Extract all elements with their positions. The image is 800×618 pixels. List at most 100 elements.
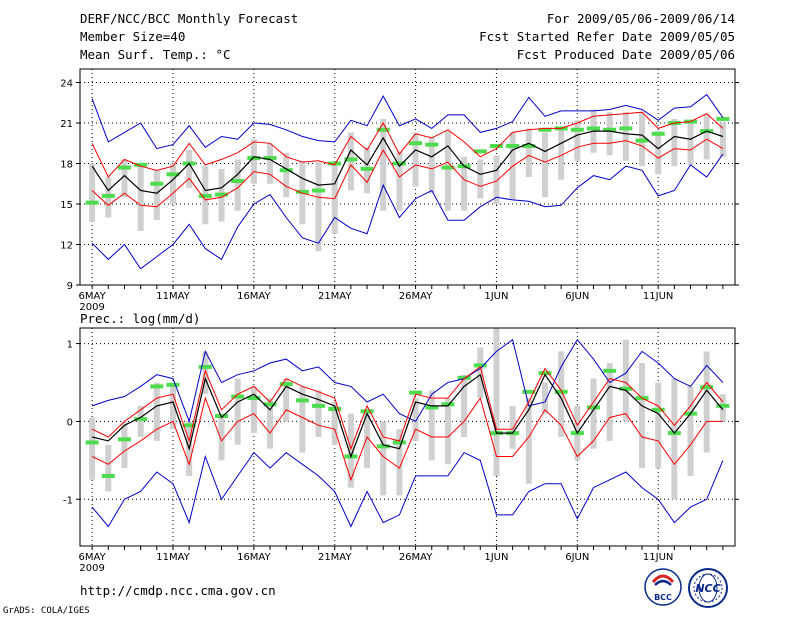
ensemble-box [444,131,451,211]
ensemble-box [153,170,160,221]
median-mark [344,157,358,162]
median-mark [409,390,423,395]
x-year-label: 2009 [79,563,104,574]
median-mark [117,437,131,442]
median-mark [473,363,487,368]
x-tick-label: 6JUN [565,552,589,563]
y-axis: 9 12 15 18 21 24 [60,79,739,292]
x-tick-label: 26MAY [399,291,433,302]
y-tick-label: 18 [60,160,73,171]
median-mark [619,126,633,131]
ensemble-box [444,398,451,465]
median-mark [279,168,293,173]
ensemble-box [703,113,710,160]
median-mark [425,142,439,147]
median-mark [150,384,164,389]
ensemble-box [493,328,500,476]
median-mark [295,398,309,403]
ensemble-box [428,136,435,194]
ensemble-box [655,131,662,175]
ensemble-box [428,390,435,461]
median-mark [473,149,487,154]
median-mark [570,127,584,132]
median-mark [328,406,342,411]
ensemble-box [525,398,532,484]
median-mark [215,192,229,197]
median-mark [522,143,536,148]
median-mark [295,189,309,194]
median-mark [586,126,600,131]
ensemble-box [347,413,354,488]
chart-title: DERF/NCC/BCC Monthly Forecast [80,11,299,26]
variable-label: Mean Surf. Temp.: °C [80,47,231,62]
x-tick-label: 21MAY [318,552,352,563]
lower-spread-line [91,138,724,208]
ensemble-box [477,159,484,199]
ensemble-box [137,405,144,437]
median-mark [619,386,633,391]
median-mark [376,444,390,449]
ensemble-box [299,386,306,453]
median-mark [166,172,180,177]
x-tick-label: 21MAY [318,291,352,302]
median-mark [85,200,99,205]
median-mark [117,165,131,170]
ensemble-box [396,429,403,496]
ensemble-box [331,401,338,445]
median-mark [263,402,277,407]
median-mark [182,423,196,428]
source-url[interactable]: http://cmdp.ncc.cma.gov.cn [80,583,276,598]
median-mark [392,440,406,445]
ensemble-box [687,123,694,165]
median-mark [101,473,115,478]
ensemble-box [218,413,225,461]
ensemble-box [364,409,371,469]
forecast-period: For 2009/05/06-2009/06/14 [546,11,735,26]
median-mark [134,162,148,167]
forecast-started-date: Fcst Started Refer Date 2009/05/05 [479,29,735,44]
x-axis: 6MAY 11MAY 16MAY 21MAY 26MAY 1JUN 6JUN 11JUN 200… [79,546,724,574]
median-mark [279,382,293,387]
ensemble-box [590,378,597,449]
upper-spread-line [91,111,724,178]
x-axis: 6MAY 11MAY 16MAY 21MAY 26MAY 1JUN 6JUN 11JUN 200… [79,285,724,310]
max-line [91,93,724,150]
median-mark [231,394,245,399]
y-tick-label: -1 [63,495,73,506]
median-mark [409,141,423,146]
spread-boxes [89,328,726,500]
median-mark [603,127,617,132]
y-tick-label: 15 [60,200,73,211]
median-mark [441,402,455,407]
plot-frame [79,68,736,286]
median-mark [312,403,326,408]
ensemble-box [703,351,710,453]
median-mark [328,161,342,166]
ncc-logo-text: NCC [695,582,720,595]
median-mark [392,161,406,166]
ensemble-box [622,339,629,422]
ensemble-box [153,382,160,441]
median-mark [586,405,600,410]
ensemble-mean-line [91,373,724,459]
upper-spread-line [91,366,724,451]
grid-lines [80,328,735,546]
ensemble-box [541,132,548,198]
ensemble-box [89,417,96,480]
ensemble-box [169,382,176,430]
ensemble-box [719,123,726,157]
ensemble-box [105,444,112,492]
x-tick-label: 11MAY [156,552,190,563]
ensemble-box [606,112,613,156]
ensemble-box [412,132,419,187]
median-mark [522,389,536,394]
x-tick-label: 6MAY [79,291,107,302]
ensemble-box [541,382,548,414]
ensemble-box [525,128,532,177]
median-mark [166,382,180,387]
ensemble-box [315,162,322,252]
median-mark [150,181,164,186]
median-mark [198,193,212,198]
